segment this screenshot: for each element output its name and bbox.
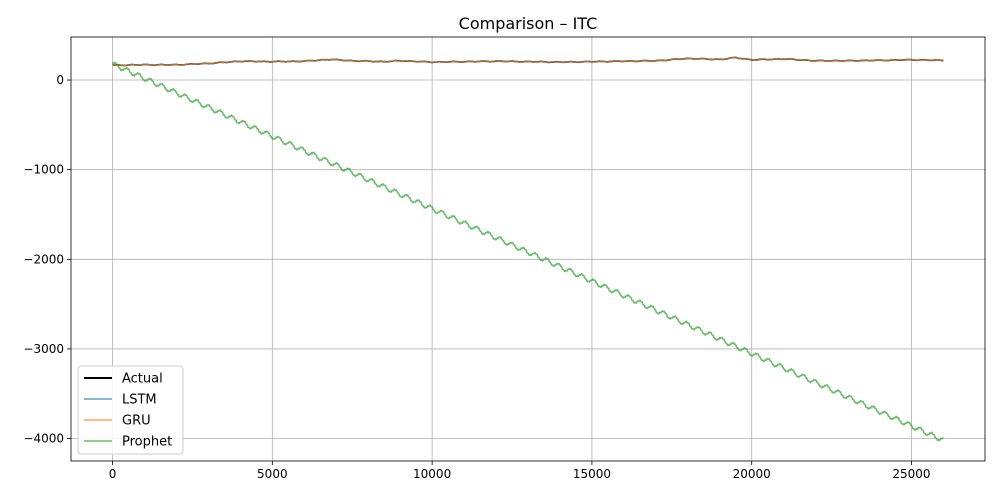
chart-title: Comparison – ITC — [459, 14, 598, 33]
x-tick-label: 20000 — [733, 467, 771, 481]
x-tick-label: 5000 — [257, 467, 288, 481]
x-axis: 0 5000 10000 15000 20000 25000 — [109, 461, 931, 481]
series-line-gru — [112, 56, 944, 67]
y-tick-label: −3000 — [23, 342, 64, 356]
legend-label-actual: Actual — [122, 372, 163, 387]
y-tick-label: −2000 — [23, 252, 64, 266]
x-tick-label: 25000 — [892, 467, 930, 481]
y-tick-label: −4000 — [23, 432, 64, 446]
x-tick-label: 10000 — [413, 467, 451, 481]
axes-frame — [70, 36, 986, 462]
x-tick-label: 15000 — [573, 467, 611, 481]
series-lines — [111, 56, 944, 442]
legend-label-lstm: LSTM — [122, 393, 157, 408]
y-tick-label: −1000 — [23, 163, 64, 177]
legend-label-gru: GRU — [122, 414, 151, 429]
y-tick-label: 0 — [56, 73, 64, 87]
legend: Actual LSTM GRU Prophet — [77, 365, 184, 455]
series-line-prophet — [111, 61, 944, 442]
legend-label-prophet: Prophet — [122, 435, 172, 450]
grid-lines — [71, 37, 985, 461]
x-tick-label: 0 — [109, 467, 117, 481]
y-axis: 0 −1000 −2000 −3000 −4000 — [23, 73, 71, 446]
legend-box — [77, 365, 184, 455]
